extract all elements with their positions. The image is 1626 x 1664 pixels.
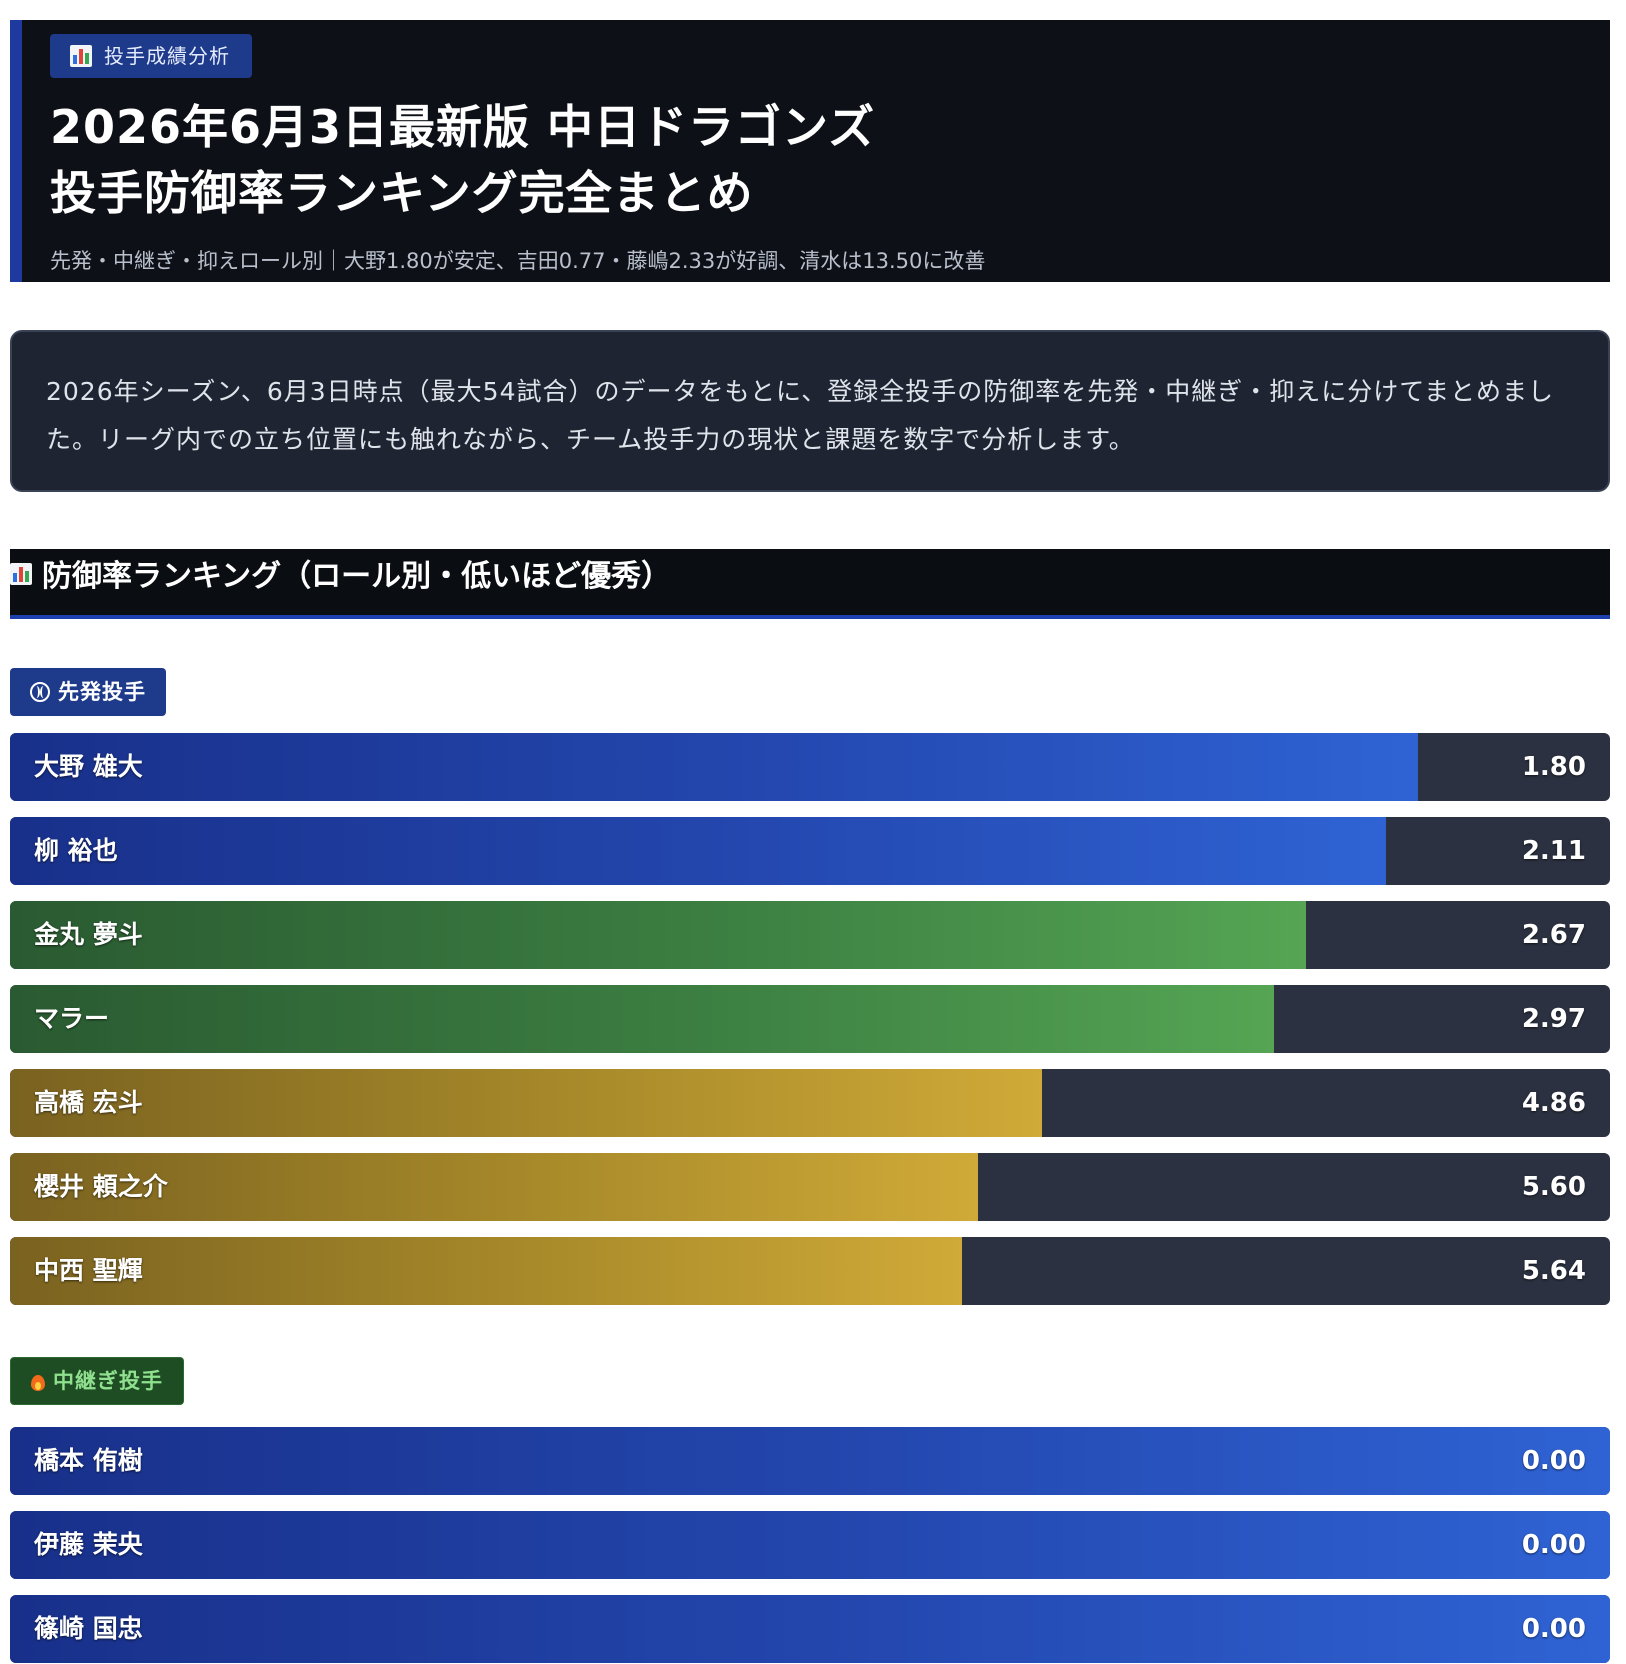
era-value: 0.00: [1521, 1614, 1586, 1644]
category-tag: 投手成績分析: [50, 34, 252, 78]
reliever-group-badge: 中継ぎ投手: [10, 1357, 184, 1405]
page-title: 2026年6月3日最新版 中日ドラゴンズ 投手防御率ランキング完全まとめ: [50, 94, 875, 226]
page-title-line2: 投手防御率ランキング完全まとめ: [50, 166, 754, 220]
ranking-bar-fill: [10, 1069, 1042, 1137]
era-value: 5.64: [1521, 1256, 1586, 1286]
ranking-bar-fill: [10, 1595, 1610, 1663]
reliever-group-label: 中継ぎ投手: [53, 1369, 163, 1393]
era-value: 4.86: [1521, 1088, 1586, 1118]
ranking-bar: 柳 裕也 2.11: [10, 817, 1610, 885]
section-heading-text: 防御率ランキング（ロール別・低いほど優秀）: [42, 559, 672, 594]
pitcher-name: 柳 裕也: [34, 836, 118, 865]
era-value: 2.67: [1521, 920, 1586, 950]
pitcher-name: 伊藤 茉央: [34, 1530, 143, 1559]
ranking-bar: 橋本 侑樹 0.00: [10, 1427, 1610, 1495]
era-value: 5.60: [1521, 1172, 1586, 1202]
pitcher-name: 篠崎 国忠: [34, 1614, 143, 1643]
era-value: 2.97: [1521, 1004, 1586, 1034]
ranking-bar: 篠崎 国忠 0.00: [10, 1595, 1610, 1663]
bar-chart-icon: [70, 45, 92, 67]
ranking-bar-fill: [10, 733, 1418, 801]
baseball-icon: [30, 682, 50, 702]
intro-text: 2026年シーズン、6月3日時点（最大54試合）のデータをもとに、登録全投手の防…: [46, 377, 1555, 454]
category-tag-label: 投手成績分析: [104, 44, 230, 68]
ranking-bar: マラー 2.97: [10, 985, 1610, 1053]
era-value: 0.00: [1521, 1446, 1586, 1476]
bar-chart-icon: [10, 563, 32, 585]
starter-group-badge: 先発投手: [10, 668, 166, 716]
hero-header: 投手成績分析 2026年6月3日最新版 中日ドラゴンズ 投手防御率ランキング完全…: [10, 20, 1610, 282]
section-heading: 防御率ランキング（ロール別・低いほど優秀）: [10, 549, 1610, 619]
page-subtitle: 先発・中継ぎ・抑えロール別｜大野1.80が安定、吉田0.77・藤嶋2.33が好調…: [50, 249, 986, 273]
era-value: 2.11: [1521, 836, 1586, 866]
page-title-line1: 2026年6月3日最新版 中日ドラゴンズ: [50, 100, 876, 154]
era-value: 0.00: [1521, 1530, 1586, 1560]
ranking-bar-fill: [10, 1511, 1610, 1579]
ranking-bar-fill: [10, 1237, 962, 1305]
ranking-bar: 大野 雄大 1.80: [10, 733, 1610, 801]
fire-icon: [31, 1371, 45, 1391]
pitcher-name: 大野 雄大: [34, 752, 143, 781]
pitcher-name: 橋本 侑樹: [34, 1446, 143, 1475]
ranking-bar-fill: [10, 1153, 978, 1221]
pitcher-name: 中西 聖輝: [34, 1256, 143, 1285]
ranking-bar: 伊藤 茉央 0.00: [10, 1511, 1610, 1579]
ranking-bar-fill: [10, 901, 1306, 969]
intro-box: 2026年シーズン、6月3日時点（最大54試合）のデータをもとに、登録全投手の防…: [10, 330, 1610, 492]
pitcher-name: 金丸 夢斗: [34, 920, 143, 949]
era-value: 1.80: [1521, 752, 1586, 782]
starter-group-label: 先発投手: [58, 680, 146, 704]
ranking-bar: 中西 聖輝 5.64: [10, 1237, 1610, 1305]
pitcher-name: マラー: [34, 1004, 110, 1033]
ranking-bar-fill: [10, 817, 1386, 885]
ranking-bar-fill: [10, 1427, 1610, 1495]
ranking-bar: 櫻井 頼之介 5.60: [10, 1153, 1610, 1221]
pitcher-name: 高橋 宏斗: [34, 1088, 143, 1117]
pitcher-name: 櫻井 頼之介: [34, 1172, 168, 1201]
ranking-bar: 高橋 宏斗 4.86: [10, 1069, 1610, 1137]
ranking-bar: 金丸 夢斗 2.67: [10, 901, 1610, 969]
ranking-bar-fill: [10, 985, 1274, 1053]
